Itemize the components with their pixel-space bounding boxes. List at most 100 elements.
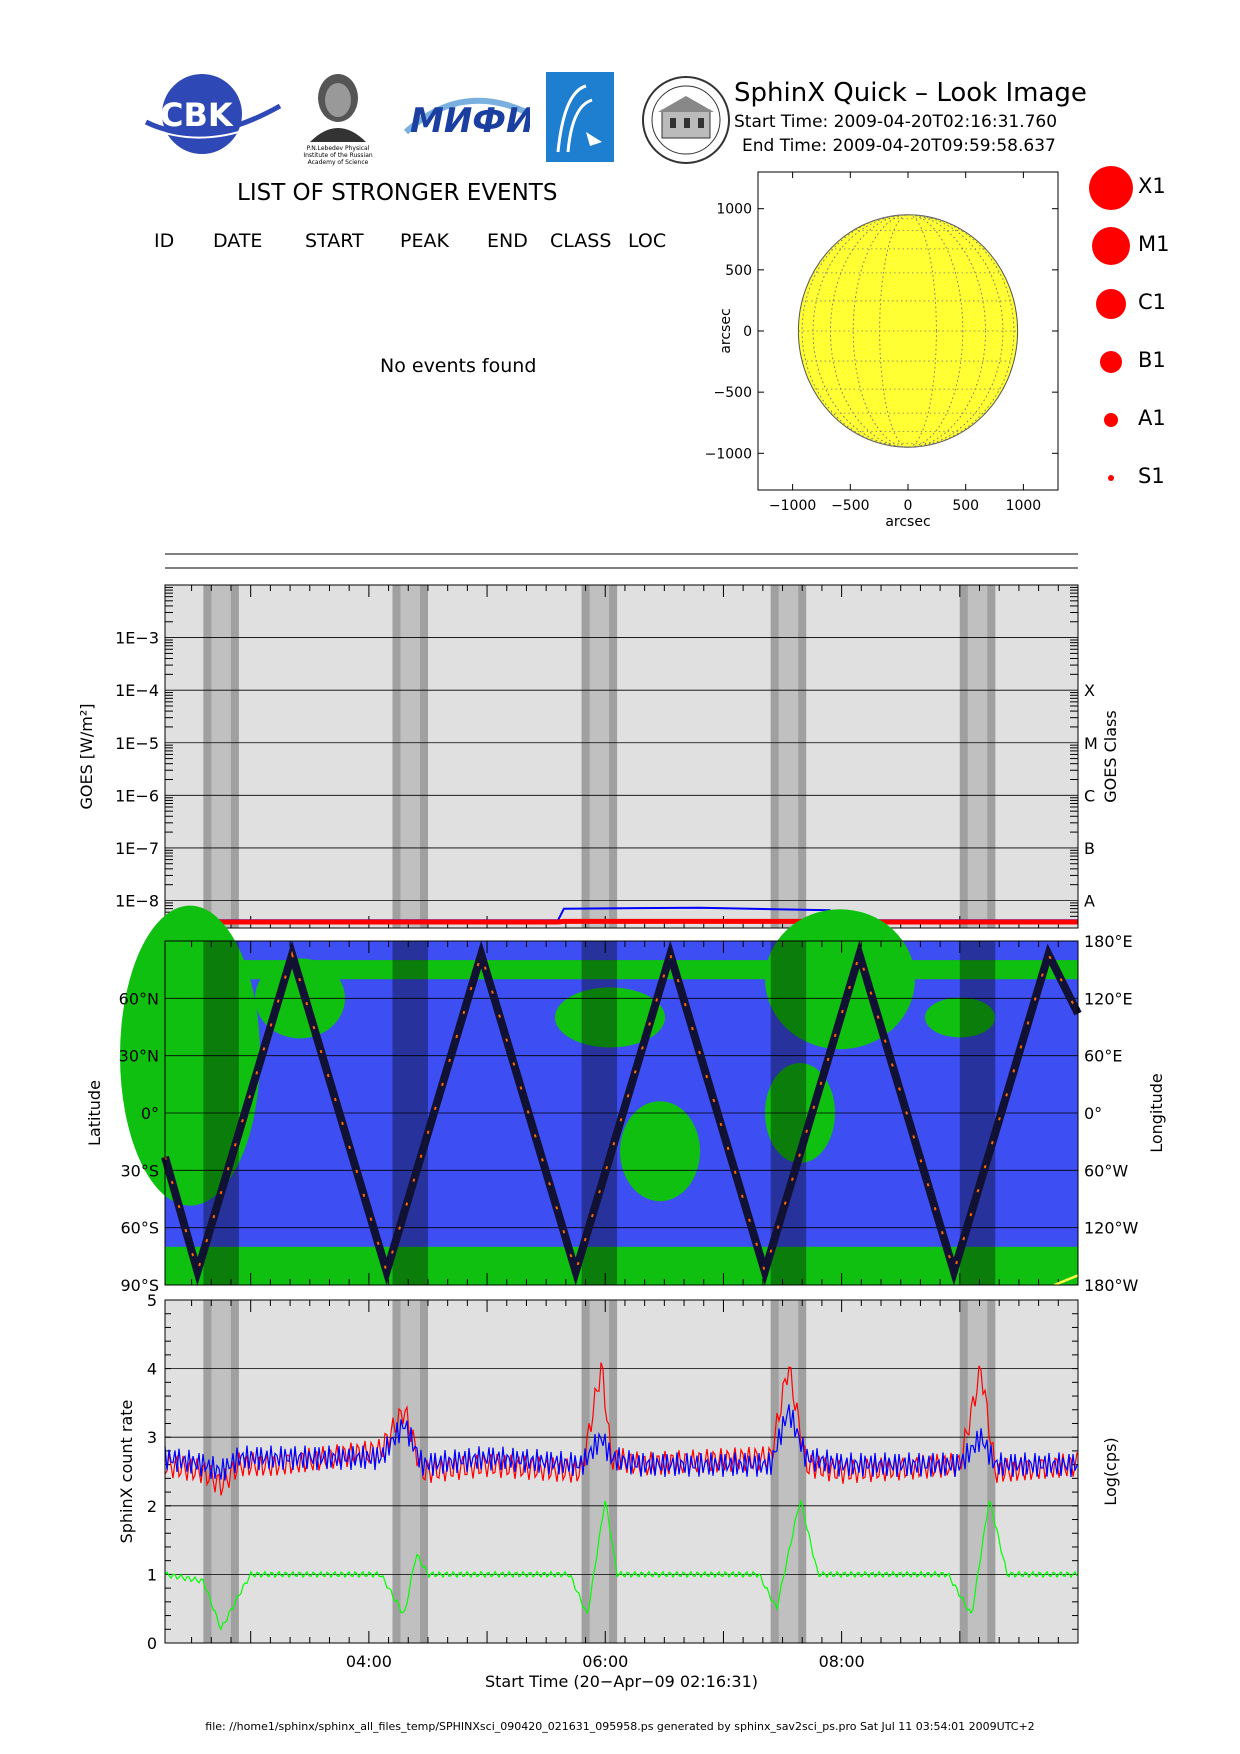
legend-marker-a1 [1104, 413, 1118, 427]
goes-series-line [165, 918, 1078, 925]
miph-logo: MИФИ [403, 97, 530, 141]
sphinx-ytick-label: 5 [147, 1291, 157, 1310]
orbit-panel-frame [164, 940, 1079, 1286]
events-col-peak: PEAK [400, 230, 449, 252]
sun-ytick-label: −500 [714, 385, 752, 401]
sphinx-yaxis-right-label: Log(cps) [1101, 1437, 1120, 1505]
sphinx-ytick-label: 1 [147, 1565, 157, 1584]
goes-yaxis-right-label: GOES Class [1101, 710, 1120, 802]
goes-ytick-label: 1E−7 [115, 839, 159, 858]
goes-shaded-interval [392, 585, 428, 928]
events-col-id: ID [154, 230, 175, 252]
sphinx-ytick-label: 3 [147, 1428, 157, 1447]
orbit-yaxis-label: Latitude [85, 1080, 104, 1146]
sun-grid [798, 214, 1018, 448]
land-mass [120, 905, 260, 1206]
sun-xtick-label: −1000 [769, 498, 816, 514]
orbit-ytick-label: 0° [141, 1104, 159, 1123]
goes-panel-bg [165, 585, 1078, 928]
orbit-shaded-interval [959, 941, 996, 1285]
sphinx-shaded-interval [392, 1300, 428, 1643]
legend-marker-m1 [1092, 227, 1130, 265]
legend-marker-b1 [1100, 351, 1122, 373]
sphinx-shaded-interval [770, 1300, 807, 1643]
goes-shaded-interval-edge [419, 585, 428, 928]
goes-shaded-interval-edge [230, 585, 239, 928]
orbit-shaded-interval [392, 941, 428, 1285]
file-footer: file: //home1/sphinx/sphinx_all_files_te… [205, 1720, 1035, 1733]
orbit-ytick-label: 30°S [120, 1161, 159, 1180]
orbit-ytick-label: 30°N [119, 1047, 159, 1066]
sun-xtick-label: 500 [952, 498, 979, 514]
orbit-shaded-interval [770, 941, 807, 1285]
orbit-shaded-interval [203, 941, 239, 1285]
sun-xtick-label: 1000 [1006, 498, 1042, 514]
sphinx-xaxis-label: Start Time (20−Apr−09 02:16:31) [485, 1672, 758, 1691]
orbit-ytick-right-label: 60°W [1084, 1161, 1128, 1180]
sun-grid-longitude [852, 214, 964, 448]
orbit-ytick-label: 60°N [119, 989, 159, 1008]
sun-grid-longitude [812, 214, 1004, 448]
legend-marker-x1 [1089, 166, 1133, 210]
events-col-date: DATE [213, 230, 263, 252]
legend-label-c1: C1 [1138, 290, 1167, 314]
space-agency-logo [546, 72, 614, 162]
legend-label-x1: X1 [1138, 174, 1166, 198]
orbit-ytick-right-label: 0° [1084, 1104, 1102, 1123]
goes-class-label: M [1084, 734, 1098, 753]
cbk-pan-logo: CBK PAN [144, 74, 282, 154]
goes-ytick-label: 1E−4 [115, 681, 159, 700]
legend-marker-c1 [1096, 289, 1126, 319]
orbit-yaxis-right-label: Longitude [1147, 1073, 1166, 1153]
lebedev-logo-line-3: Academy of Science [308, 159, 369, 166]
goes-class-label: A [1084, 892, 1095, 911]
sun-ytick-label: 0 [743, 324, 752, 340]
orbit-ytick-right-label: 180°E [1084, 932, 1133, 951]
orbit-ocean [165, 941, 1078, 1285]
sun-grid-longitude [879, 214, 937, 448]
sphinx-ytick-label: 4 [147, 1360, 157, 1379]
land-mass [555, 987, 665, 1048]
sun-map-chart: −1000 −500 0 500 1000 −1000 −500 0 500 1000 arcsec… [705, 171, 1059, 530]
sphinx-xtick-label: 06:00 [582, 1652, 628, 1671]
land-mass [620, 1101, 700, 1202]
sphinx-shaded-interval-edge [581, 1300, 590, 1643]
sphinx-xtick-label: 04:00 [346, 1652, 392, 1671]
end-time-label: End Time: 2009-04-20T09:59:58.637 [742, 136, 1056, 156]
sphinx-ytick-label: 2 [147, 1497, 157, 1516]
sun-xtick-label: −500 [831, 498, 869, 514]
sun-grid-longitude [801, 214, 1015, 448]
orbit-longitude-track [1053, 1274, 1079, 1287]
sphinx-series-line [164, 1404, 1078, 1481]
goes-class-label: X [1084, 681, 1095, 700]
land-mass [765, 909, 915, 1050]
events-col-loc: LOC [628, 230, 667, 252]
goes-shaded-interval-edge [581, 585, 590, 928]
goes-ytick-label: 1E−5 [115, 734, 159, 753]
goes-shaded-interval-edge [609, 585, 618, 928]
sphinx-shaded-interval-edge [203, 1300, 212, 1643]
land-mass [255, 958, 345, 1039]
sphinx-series-line [164, 1499, 1078, 1631]
goes-ytick-label: 1E−6 [115, 786, 159, 805]
cbk-logo-small-text: PAN [244, 101, 262, 111]
sphinx-shaded-interval [581, 1300, 618, 1643]
goes-shaded-interval [770, 585, 807, 928]
sun-ytick-label: 1000 [716, 202, 752, 218]
sphinx-panel-frame [164, 1299, 1079, 1644]
sphinx-shaded-interval-edge [230, 1300, 239, 1643]
goes-shaded-interval-edge [203, 585, 212, 928]
orbit-ytick-right-label: 120°W [1084, 1219, 1139, 1238]
orbit-land [120, 905, 1078, 1285]
sphinx-shaded-interval-edge [609, 1300, 618, 1643]
cbk-logo-text: CBK [160, 96, 234, 134]
orbit-ytick-label: 60°S [120, 1219, 159, 1238]
arctic-band [165, 960, 1078, 980]
legend-label-m1: M1 [1138, 232, 1170, 256]
orbit-latitude-track [161, 940, 1082, 1286]
sphinx-shaded-interval [959, 1300, 996, 1643]
section-separator [165, 553, 1078, 569]
university-seal-logo [642, 76, 730, 164]
no-events-message: No events found [380, 355, 537, 377]
sun-yaxis-label: arcsec [718, 308, 734, 353]
